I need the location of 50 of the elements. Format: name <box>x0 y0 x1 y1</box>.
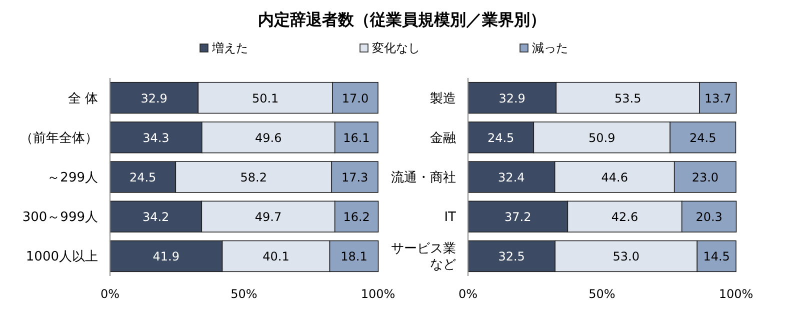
data-label: 53.5 <box>614 91 642 106</box>
legend-label: 増えた <box>211 41 248 55</box>
data-label: 49.7 <box>254 210 282 224</box>
data-label: 24.5 <box>129 170 156 184</box>
y-tick-label: IT <box>444 210 456 226</box>
data-label: 17.0 <box>342 91 369 106</box>
data-label: 32.9 <box>140 91 168 106</box>
data-label: 18.1 <box>340 250 368 264</box>
y-tick-label: 全 体 <box>68 91 98 106</box>
data-label: 17.3 <box>341 170 368 184</box>
data-label: 58.2 <box>240 170 268 184</box>
chart-title: 内定辞退者数（従業員規模別／業界別） <box>258 10 546 29</box>
y-tick-label: ～299人 <box>47 170 98 186</box>
data-label: 32.4 <box>498 170 525 184</box>
data-label: 50.1 <box>252 91 279 106</box>
y-tick-label: 金融 <box>430 130 456 146</box>
data-label: 16.1 <box>343 130 370 145</box>
legend-label: 変化なし <box>372 41 420 55</box>
data-label: 53.0 <box>612 250 640 264</box>
data-label: 24.5 <box>487 130 514 145</box>
data-label: 16.2 <box>343 210 370 224</box>
data-label: 23.0 <box>692 170 719 184</box>
x-tick-label: 0% <box>100 287 120 301</box>
data-label: 37.2 <box>504 210 532 224</box>
data-label: 49.6 <box>255 130 282 145</box>
data-label: 13.7 <box>704 91 732 106</box>
data-label: 20.3 <box>696 210 722 224</box>
data-label: 34.2 <box>142 210 170 224</box>
legend-label: 減った <box>532 41 568 55</box>
data-label: 34.3 <box>142 130 170 145</box>
y-tick-label: 製造 <box>430 91 456 106</box>
x-tick-label: 50% <box>588 287 616 301</box>
data-label: 24.5 <box>690 130 716 145</box>
y-tick-label: （前年全体） <box>20 130 98 146</box>
x-tick-label: 50% <box>230 287 258 301</box>
data-label: 44.6 <box>601 170 628 184</box>
y-tick-label: サービス業など <box>391 242 456 273</box>
data-label: 50.9 <box>588 130 616 145</box>
x-tick-label: 100% <box>360 287 396 301</box>
y-tick-label: 流通・商社 <box>391 170 456 186</box>
x-tick-label: 0% <box>458 287 478 301</box>
data-label: 14.5 <box>703 250 730 264</box>
data-label: 32.5 <box>498 250 525 264</box>
data-label: 32.9 <box>498 91 526 106</box>
x-tick-label: 100% <box>718 287 754 301</box>
y-tick-label: 300～999人 <box>22 210 98 226</box>
data-label: 41.9 <box>152 250 180 264</box>
data-label: 40.1 <box>262 250 290 264</box>
data-label: 42.6 <box>611 210 638 224</box>
y-tick-label: 1000人以上 <box>26 250 98 265</box>
